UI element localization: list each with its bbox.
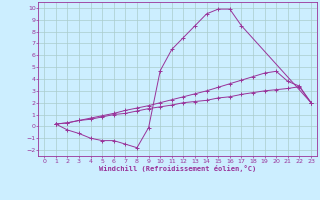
X-axis label: Windchill (Refroidissement éolien,°C): Windchill (Refroidissement éolien,°C) [99, 165, 256, 172]
